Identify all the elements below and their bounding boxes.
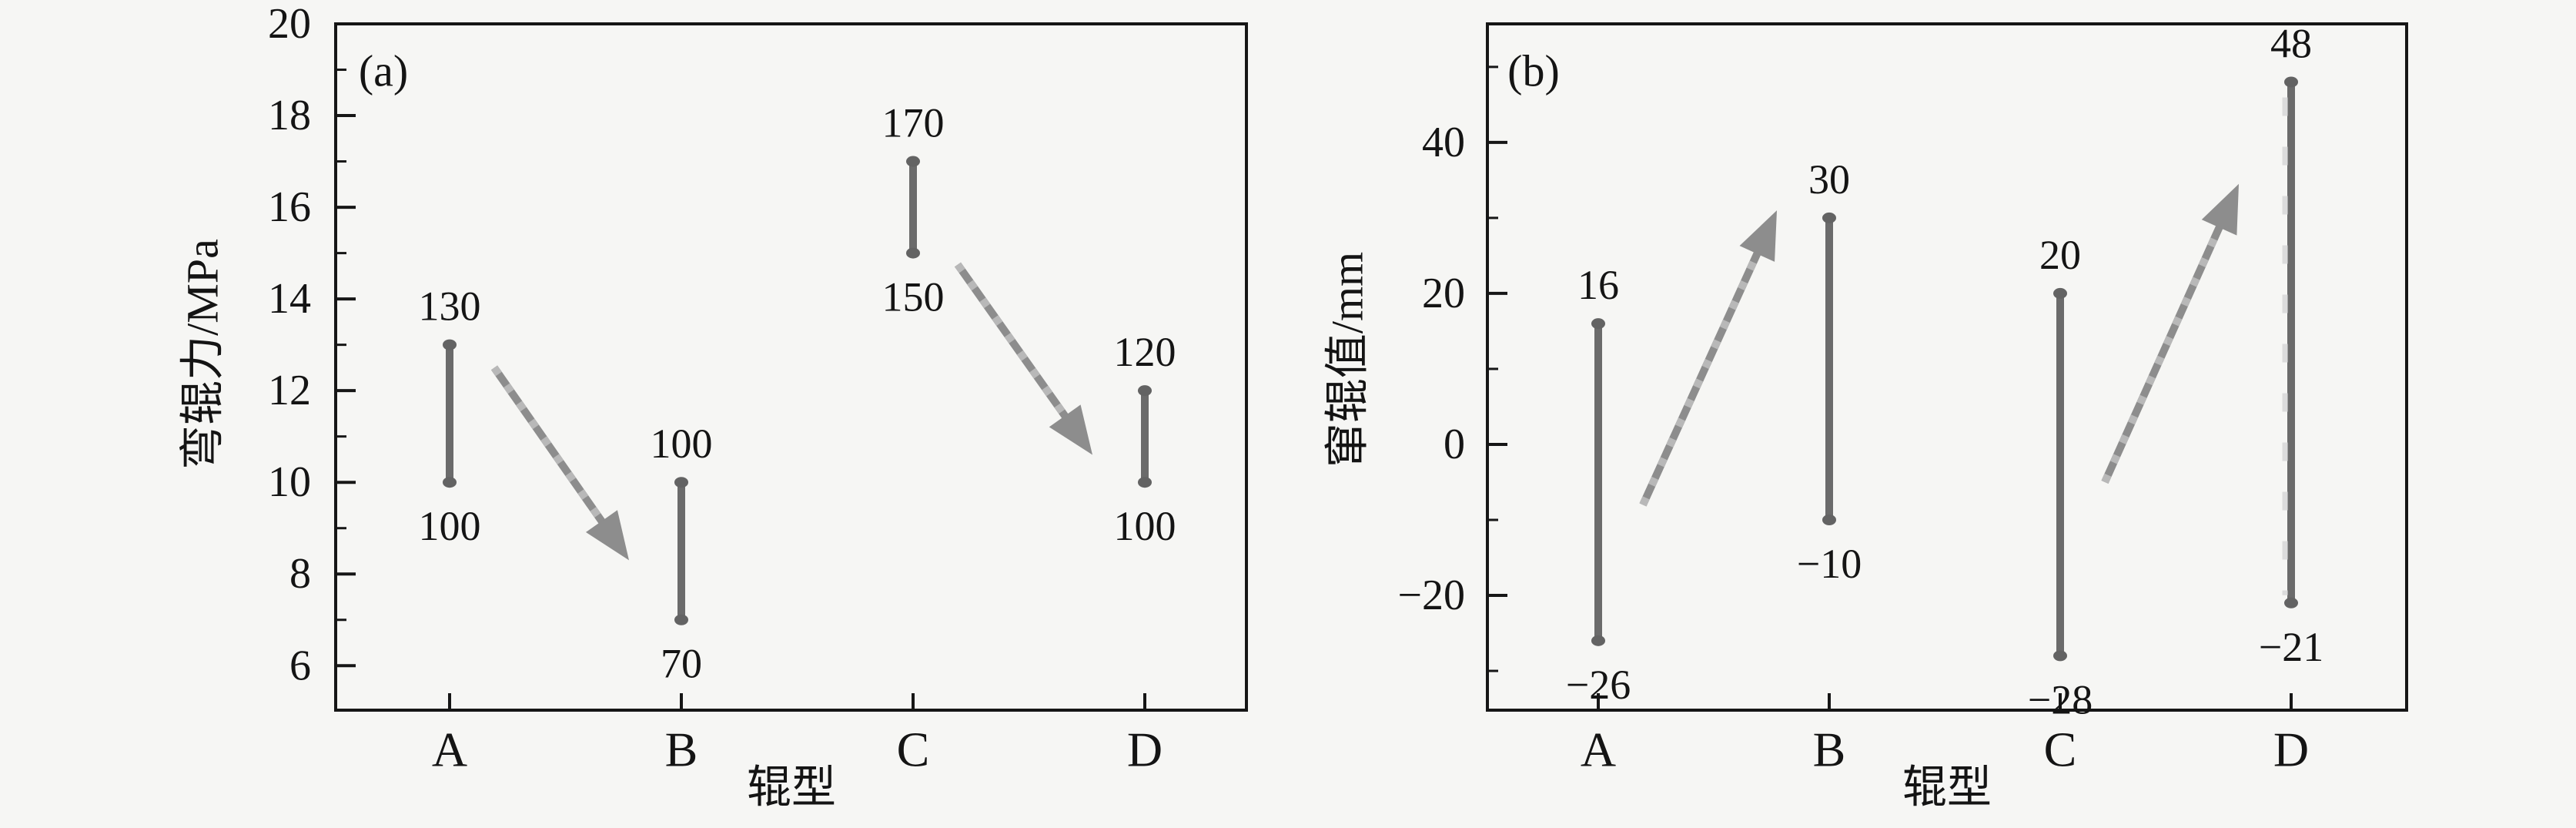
trend-arrow-head (1049, 404, 1092, 455)
trend-arrow-head (2201, 183, 2239, 236)
range-bar-D: 48 −21 (2259, 20, 2323, 669)
panel-b: 40 20 0 −20 A B C D 16 −26 30 −10 20 −28 48 −21 (b) 辊型 窜辊值… (1323, 20, 2408, 813)
trend-arrow-shaft (954, 262, 1072, 424)
value-label-low: 100 (1114, 503, 1176, 549)
value-label-high: 170 (882, 100, 945, 146)
value-label-low: −26 (1566, 662, 1631, 708)
trend-arrow-decrease-2 (954, 262, 1092, 455)
trend-arrow-shaft (490, 365, 609, 529)
value-label-high: 100 (651, 421, 713, 467)
x-category-label: A (432, 722, 467, 777)
value-label-low: −10 (1797, 541, 1862, 587)
trend-arrow-shaft-dash (1639, 246, 1764, 507)
plot-frame (334, 22, 1248, 712)
range-bar-cap-bottom (443, 477, 457, 488)
value-label-high: 130 (419, 283, 481, 330)
range-bar-cap-bottom (1138, 477, 1152, 488)
range-bar-cap-top (2053, 287, 2067, 299)
x-category-label: C (2044, 722, 2077, 777)
y-tick-label: 12 (268, 367, 311, 414)
trend-arrow-increase-2 (2101, 183, 2239, 484)
range-bar-cap-top (1591, 318, 1605, 330)
value-label-high: 48 (2270, 20, 2312, 66)
value-label-low: 150 (882, 274, 945, 320)
x-category-label: D (2273, 722, 2309, 777)
x-category-label: C (897, 722, 930, 777)
range-bar-B: 30 −10 (1797, 156, 1862, 587)
range-bar-cap-top (443, 339, 457, 350)
y-tick-label: 20 (268, 0, 311, 48)
x-axis-title: 辊型 (1902, 763, 1992, 813)
value-label-low: 100 (419, 503, 481, 549)
x-category-label: B (665, 722, 698, 777)
range-bar-cap-bottom (1591, 635, 1605, 646)
y-axis-title: 窜辊值/mm (1323, 252, 1373, 468)
trend-arrow-decrease-1 (490, 365, 629, 561)
panel-a: 20 18 16 14 12 10 8 6 A B C D 130 100 100 70 170 150 120 10… (178, 0, 1248, 813)
y-tick-label: 14 (268, 275, 311, 323)
range-bar-cap-bottom (674, 614, 688, 625)
y-tick-label: 0 (1444, 421, 1465, 468)
range-bar-cap-top (674, 477, 688, 488)
y-tick-label: 6 (289, 642, 311, 689)
range-bar-cap-top (1822, 212, 1836, 223)
value-label-low: −28 (2028, 676, 2093, 722)
range-bar-C: 170 150 (882, 100, 945, 320)
panel-tag: (a) (359, 46, 408, 96)
x-category-label: A (1581, 722, 1616, 777)
y-tick-label: 18 (268, 92, 311, 139)
range-bar-cap-bottom (906, 247, 920, 259)
value-label-high: 30 (1808, 156, 1850, 203)
trend-arrow-head (585, 510, 629, 561)
range-bar-cap-top (906, 156, 920, 167)
trend-arrow-head (1739, 210, 1777, 262)
panel-tag: (b) (1507, 46, 1560, 96)
y-axis-title: 弯辊力/MPa (178, 239, 228, 470)
y-tick-label: 10 (268, 458, 311, 506)
y-tick-label: 40 (1422, 119, 1465, 166)
value-label-high: 20 (2039, 232, 2081, 278)
value-label-high: 16 (1577, 262, 1619, 308)
range-bar-cap-bottom (2053, 650, 2067, 662)
range-bar-cap-top (2284, 76, 2298, 88)
y-tick-label: 16 (268, 183, 311, 231)
range-bar-C: 20 −28 (2028, 232, 2093, 722)
value-label-high: 120 (1114, 329, 1176, 375)
range-bar-cap-bottom (1822, 514, 1836, 525)
range-bar-A: 16 −26 (1566, 262, 1631, 708)
y-tick-label: 8 (289, 550, 311, 598)
x-axis-title: 辊型 (747, 763, 836, 813)
range-bar-B: 100 70 (651, 421, 713, 687)
y-tick-label: 20 (1422, 270, 1465, 317)
plot-frame (1486, 22, 2408, 712)
range-bar-D: 120 100 (1114, 329, 1176, 549)
range-bar-cap-bottom (2284, 597, 2298, 608)
x-category-label: D (1127, 722, 1163, 777)
value-label-low: 70 (661, 641, 702, 687)
value-label-low: −21 (2259, 624, 2323, 670)
trend-arrow-shaft-dash (2101, 220, 2226, 484)
y-tick-label: −20 (1397, 572, 1465, 619)
range-bar-A: 130 100 (419, 283, 481, 550)
x-category-label: B (1813, 722, 1846, 777)
trend-arrow-increase-1 (1639, 210, 1777, 507)
range-bar-cap-top (1138, 385, 1152, 397)
